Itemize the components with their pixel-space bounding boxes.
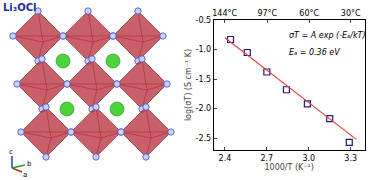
svg-text:Eₐ = 0.36 eV: Eₐ = 0.36 eV	[289, 48, 340, 57]
svg-text:c: c	[9, 148, 13, 156]
svg-text:b: b	[27, 160, 32, 168]
svg-text:30°C: 30°C	[341, 9, 361, 18]
svg-text:σT = A exp (-Eₐ/kT): σT = A exp (-Eₐ/kT)	[289, 31, 366, 40]
svg-text:3.3: 3.3	[344, 154, 357, 163]
svg-text:-1.0: -1.0	[196, 45, 212, 54]
svg-text:2.7: 2.7	[260, 154, 273, 163]
svg-text:60°C: 60°C	[299, 9, 319, 18]
svg-text:Li₃OCl: Li₃OCl	[3, 2, 36, 13]
svg-text:1000/T (K⁻¹): 1000/T (K⁻¹)	[264, 163, 313, 172]
svg-text:-0.5: -0.5	[196, 16, 212, 25]
svg-text:3.0: 3.0	[302, 154, 315, 163]
svg-text:97°C: 97°C	[257, 9, 277, 18]
svg-text:144°C: 144°C	[212, 9, 237, 18]
svg-text:-2.5: -2.5	[196, 134, 212, 143]
svg-text:a: a	[23, 171, 27, 179]
svg-text:-2.0: -2.0	[196, 104, 212, 113]
svg-text:log(σT) (S cm⁻¹ K): log(σT) (S cm⁻¹ K)	[184, 49, 193, 121]
svg-text:2.4: 2.4	[219, 154, 232, 163]
svg-text:-1.5: -1.5	[196, 75, 212, 84]
